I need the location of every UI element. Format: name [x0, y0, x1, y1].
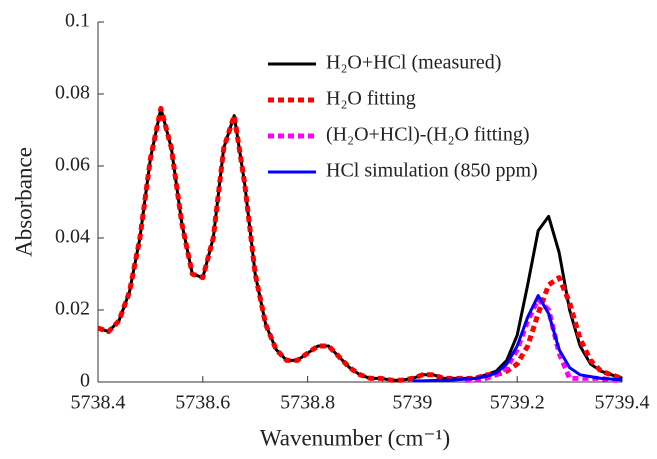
x-tick-label: 5738.8 [280, 392, 335, 414]
legend-label: (H₂O+HCl)-(H₂O fitting) [326, 124, 530, 146]
y-tick-label: 0.08 [55, 82, 90, 104]
y-axis-label: Absorbance [11, 147, 36, 257]
x-tick-label: 5738.6 [175, 392, 230, 414]
legend-label: H₂O+HCl (measured) [326, 52, 501, 74]
series-line [412, 294, 623, 383]
x-tick-label: 5739.4 [595, 392, 650, 414]
x-tick-label: 5739 [392, 392, 432, 414]
x-axis-label: Wavenumber (cm⁻¹) [260, 425, 450, 450]
series-line [97, 105, 623, 383]
legend-label: H₂O fitting [326, 88, 416, 110]
x-tick-label: 5738.4 [71, 392, 126, 414]
x-tick-label: 5739.2 [490, 392, 545, 414]
y-tick-label: 0.04 [55, 226, 90, 248]
legend-label: HCl simulation (850 ppm) [326, 160, 538, 182]
y-tick-label: 0.1 [65, 10, 90, 32]
series-line [97, 106, 623, 382]
y-tick-label: 0 [80, 370, 90, 392]
y-tick-label: 0.02 [55, 298, 90, 320]
y-tick-label: 0.06 [55, 154, 90, 176]
